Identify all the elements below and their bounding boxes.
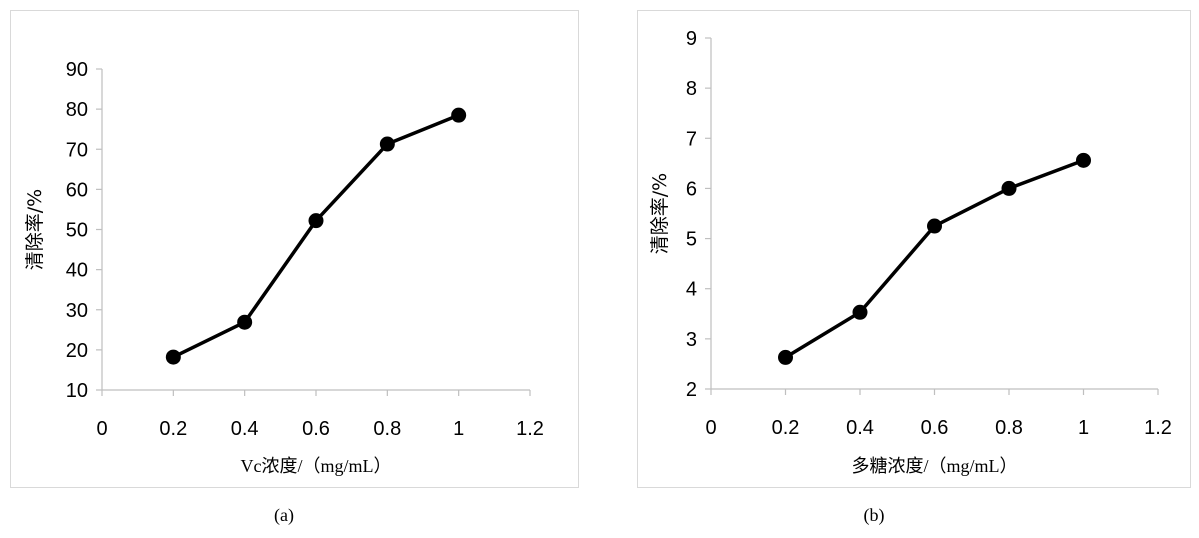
y-axis-title-a: 清除率/% [24,189,46,270]
data-point-a [308,213,324,229]
y-tick-label-b: 3 [686,329,697,351]
data-point-b [1076,152,1091,168]
data-point-b [1001,180,1017,196]
y-tick-label-a: 90 [66,59,88,81]
data-point-a [237,314,253,330]
x-tick-label-a: 1.2 [516,418,544,440]
chart-panel-a: 10 20 30 40 50 60 70 80 90 0 0.2 0.4 0.6 0.8 1 1.2 Vc浓度/… [10,10,579,488]
y-tick-label-b: 4 [686,279,697,301]
x-tick-label-b: 0.4 [846,417,874,439]
y-tick-label-a: 50 [66,220,88,242]
x-tick-label-a: 1 [453,418,464,440]
x-tick-label-a: 0.8 [373,418,401,440]
y-tick-label-a: 80 [66,99,88,121]
series-line-b [784,158,1085,359]
chart-a-svg: 10 20 30 40 50 60 70 80 90 0 0.2 0.4 0.6 0.8 1 1.2 Vc浓度/… [24,59,544,476]
x-tick-label-b: 0 [705,417,716,439]
data-point-a [451,107,467,123]
x-tick-label-a: 0.2 [159,418,187,440]
y-tick-label-b: 9 [686,28,697,50]
x-tick-label-b: 0.6 [921,417,949,439]
chart-panel-b: 2 3 4 5 6 7 8 9 0 0.2 0.4 0.6 0.8 1 1.2 多糖浓度/（mg/mL） 清除率… [637,10,1191,488]
x-tick-label-a: 0 [96,418,107,440]
chart-b-caption: (b) [863,505,885,525]
x-tick-label-a: 0.4 [231,418,259,440]
data-point-a [165,349,181,365]
y-tick-label-a: 60 [66,179,88,201]
y-tick-label-b: 8 [686,78,697,100]
series-line-a [172,113,460,359]
x-tick-label-b: 1 [1078,417,1089,439]
x-tick-label-b: 0.8 [995,417,1023,439]
y-tick-label-b: 6 [686,178,697,200]
y-tick-label-a: 20 [66,340,88,362]
data-point-b [778,349,793,365]
y-tick-label-b: 7 [686,128,697,150]
y-tick-label-a: 30 [66,300,88,322]
y-tick-label-b: 5 [686,229,697,251]
x-tick-label-b: 0.2 [772,417,800,439]
x-tick-label-a: 0.6 [302,418,330,440]
y-axis-title-b: 清除率/% [649,173,671,254]
y-tick-label-b: 2 [686,379,697,401]
y-tick-label-a: 70 [66,139,88,161]
data-point-a [379,136,395,152]
chart-b-svg: 2 3 4 5 6 7 8 9 0 0.2 0.4 0.6 0.8 1 1.2 多糖浓度/（mg/mL） 清除率… [649,28,1172,476]
data-point-b [852,304,868,320]
x-axis-title-b: 多糖浓度/（mg/mL） [852,456,1018,476]
x-axis-title-a: Vc浓度/（mg/mL） [241,456,392,476]
data-point-b [927,218,942,234]
chart-a-caption: (a) [274,505,294,525]
y-tick-label-a: 10 [66,380,88,402]
y-tick-label-a: 40 [66,260,88,282]
x-tick-label-b: 1.2 [1144,417,1172,439]
